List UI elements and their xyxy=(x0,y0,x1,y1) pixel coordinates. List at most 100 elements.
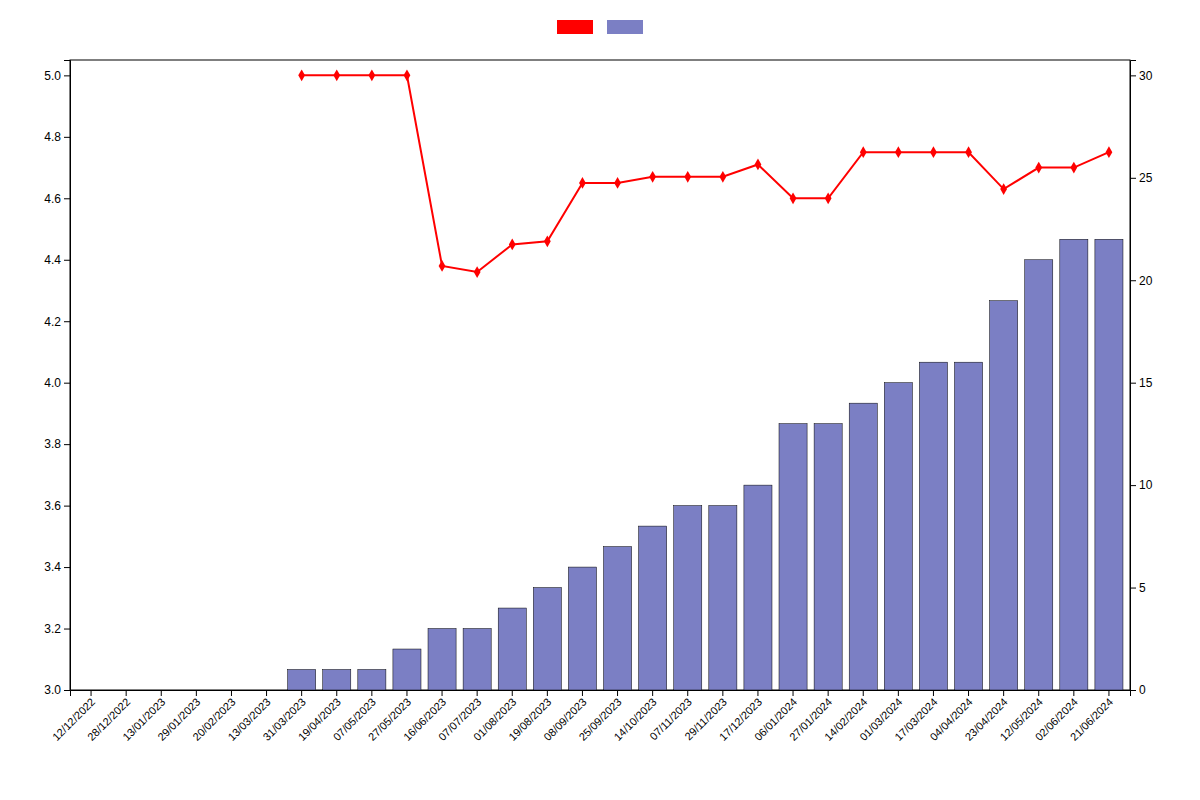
y-tick: 3.4 xyxy=(44,560,70,574)
axis-line xyxy=(1131,61,1137,691)
tick-mark xyxy=(512,690,513,696)
legend-swatch xyxy=(607,20,643,34)
tick-mark xyxy=(793,690,794,696)
bar xyxy=(1025,260,1053,690)
tick-mark xyxy=(64,198,70,199)
marker xyxy=(649,171,656,183)
tick-label: 4.6 xyxy=(44,192,61,206)
tick-mark xyxy=(1073,690,1074,696)
tick-mark xyxy=(64,567,70,568)
marker xyxy=(1000,183,1007,195)
tick-label: 5.0 xyxy=(44,69,61,83)
marker xyxy=(965,146,972,158)
bar xyxy=(849,403,877,690)
tick-mark xyxy=(126,690,127,696)
y-tick: 4.2 xyxy=(44,315,70,329)
tick-label: 30 xyxy=(1139,69,1153,83)
marker xyxy=(790,192,797,204)
tick-mark xyxy=(1130,383,1136,384)
bar xyxy=(919,362,947,690)
marker xyxy=(825,192,832,204)
marker xyxy=(439,260,446,272)
tick-label: 0 xyxy=(1139,683,1146,697)
tick-mark xyxy=(196,690,197,696)
tick-mark xyxy=(64,690,70,691)
bar xyxy=(428,629,456,690)
tick-mark xyxy=(687,690,688,696)
y2-axis: 051015202530 xyxy=(1130,61,1153,698)
tick-mark xyxy=(231,690,232,696)
marker xyxy=(333,69,340,81)
tick-mark xyxy=(547,690,548,696)
bar xyxy=(604,547,632,690)
marker xyxy=(1106,146,1113,158)
bar xyxy=(112,690,140,691)
marker xyxy=(474,266,481,278)
plot: 12/12/202228/12/202213/01/202329/01/2023… xyxy=(44,60,1152,743)
tick-mark xyxy=(652,690,653,696)
tick-mark xyxy=(64,506,70,507)
bar xyxy=(1095,239,1123,690)
bar xyxy=(814,424,842,690)
bar xyxy=(217,690,245,691)
tick-mark xyxy=(301,690,302,696)
tick-mark xyxy=(828,690,829,696)
tick-mark xyxy=(1130,690,1136,691)
tick-mark xyxy=(64,629,70,630)
y-tick: 3.2 xyxy=(44,622,70,636)
tick-mark xyxy=(1003,690,1004,696)
y-tick: 4.0 xyxy=(44,376,70,390)
marker xyxy=(579,177,586,189)
bar xyxy=(323,670,351,690)
bar xyxy=(990,301,1018,690)
y2-tick: 15 xyxy=(1130,376,1153,390)
y2-tick: 20 xyxy=(1130,274,1153,288)
y-tick: 5.0 xyxy=(44,69,70,83)
axis-line xyxy=(71,691,1131,697)
bar xyxy=(358,670,386,690)
y-tick: 3.0 xyxy=(44,683,70,697)
marker xyxy=(860,146,867,158)
tick-label: 10 xyxy=(1139,478,1153,492)
y2-tick: 25 xyxy=(1130,171,1153,185)
tick-mark xyxy=(617,690,618,696)
tick-mark xyxy=(64,75,70,76)
tick-mark xyxy=(161,690,162,696)
bar xyxy=(393,649,421,690)
marker xyxy=(404,69,411,81)
bar xyxy=(77,690,105,691)
tick-mark xyxy=(757,690,758,696)
tick-mark xyxy=(863,690,864,696)
tick-mark xyxy=(1130,75,1136,76)
bar xyxy=(779,424,807,690)
y-tick: 4.8 xyxy=(44,130,70,144)
tick-label: 20 xyxy=(1139,274,1153,288)
tick-mark xyxy=(1038,690,1039,696)
tick-mark xyxy=(1108,690,1109,696)
tick-mark xyxy=(442,690,443,696)
tick-mark xyxy=(477,690,478,696)
markers xyxy=(298,69,1112,277)
y-tick: 4.6 xyxy=(44,192,70,206)
bar xyxy=(288,670,316,690)
marker xyxy=(1035,162,1042,174)
tick-mark xyxy=(1130,280,1136,281)
tick-label: 3.4 xyxy=(44,560,61,574)
y2-tick: 0 xyxy=(1130,683,1146,697)
tick-mark xyxy=(64,321,70,322)
tick-label: 4.2 xyxy=(44,315,61,329)
bar xyxy=(463,629,491,690)
bar xyxy=(884,383,912,690)
tick-mark xyxy=(371,690,372,696)
marker xyxy=(1070,162,1077,174)
tick-mark xyxy=(933,690,934,696)
y2-tick: 30 xyxy=(1130,69,1153,83)
tick-label: 15 xyxy=(1139,376,1153,390)
tick-mark xyxy=(1130,178,1136,179)
y-tick: 3.8 xyxy=(44,437,70,451)
plot-frame xyxy=(70,60,1130,690)
chart: 12/12/202228/12/202213/01/202329/01/2023… xyxy=(0,0,1200,800)
marks xyxy=(288,69,1123,690)
legend-swatch xyxy=(557,20,593,34)
bar xyxy=(674,506,702,690)
